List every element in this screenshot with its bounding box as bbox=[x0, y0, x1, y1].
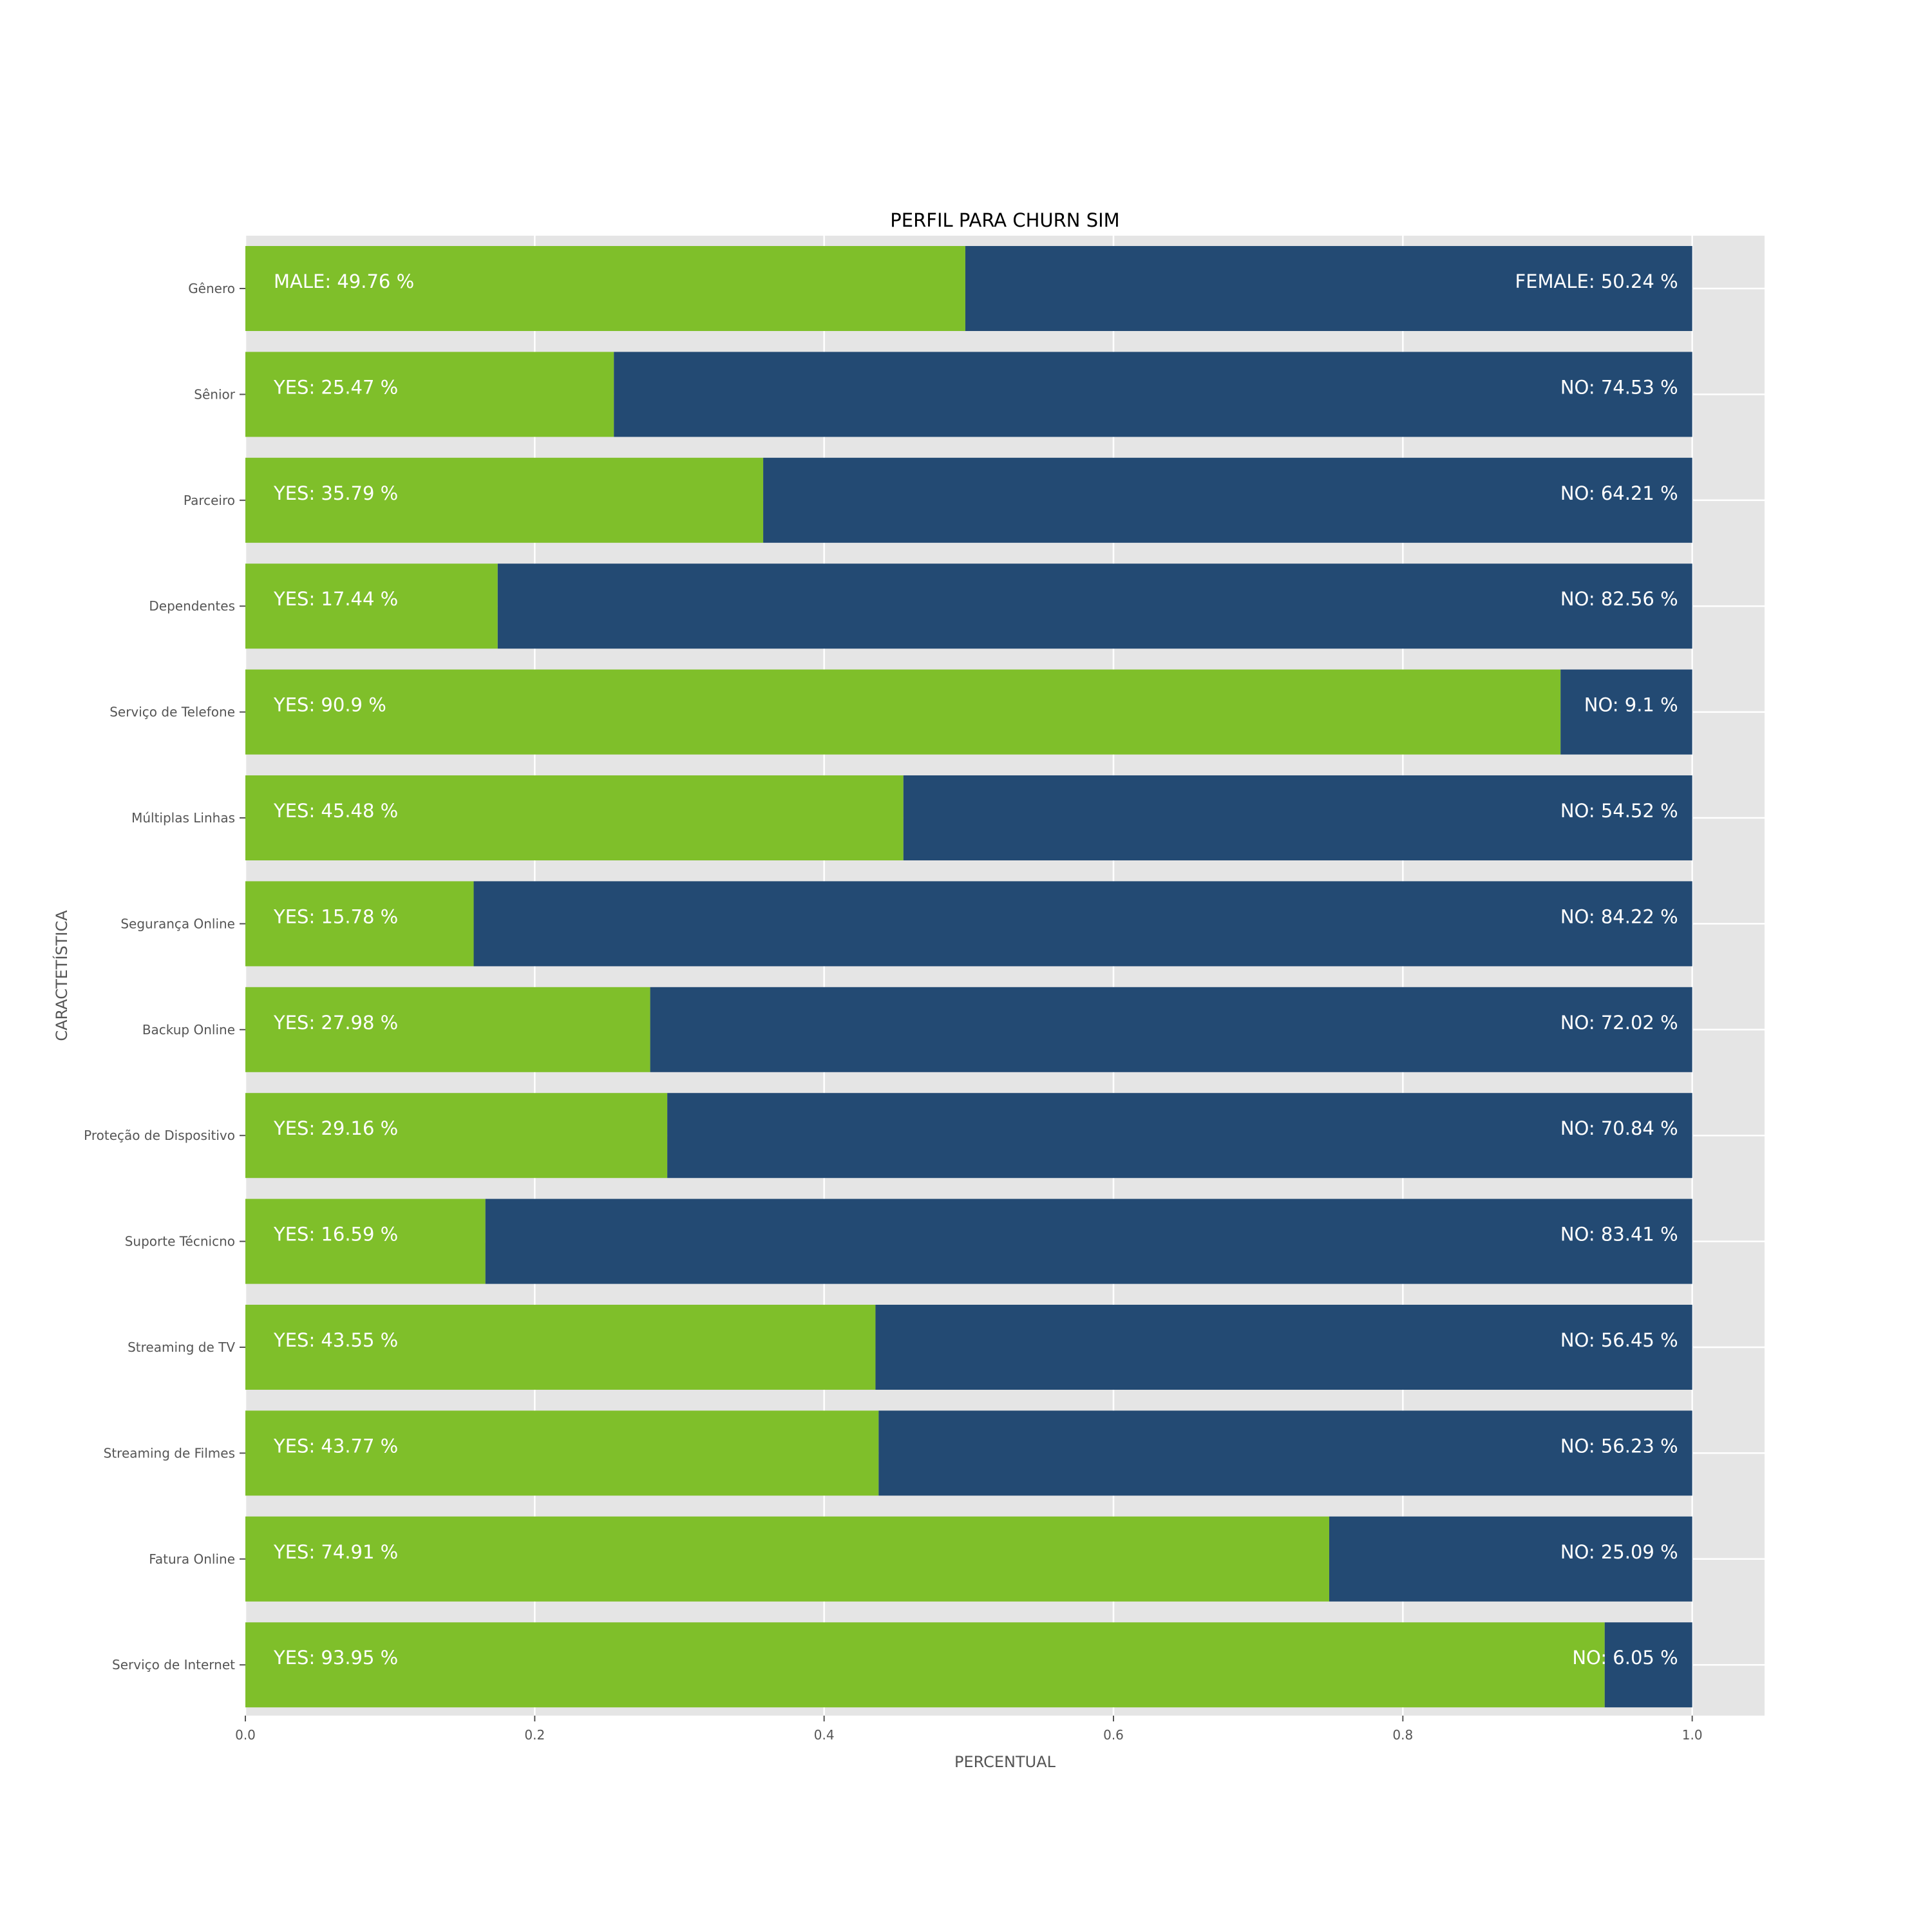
bar-label-left: YES: 29.16 % bbox=[273, 1117, 398, 1139]
y-tick-label: Streaming de Filmes bbox=[104, 1445, 235, 1461]
bar-label-right: NO: 70.84 % bbox=[1560, 1117, 1678, 1139]
bar-label-right: FEMALE: 50.24 % bbox=[1515, 270, 1678, 292]
bar-segment-left bbox=[245, 775, 904, 860]
bar-segment-left bbox=[245, 457, 764, 543]
bar-segment-right bbox=[485, 1198, 1692, 1284]
bar-segment-left bbox=[245, 1622, 1605, 1708]
bar-label-right: NO: 64.21 % bbox=[1560, 482, 1678, 504]
bar-segment-left bbox=[245, 881, 474, 967]
chart-title: PERFIL PARA CHURN SIM bbox=[890, 209, 1119, 231]
y-tick-label: Suporte Técnicno bbox=[125, 1234, 235, 1249]
bar-segment-left bbox=[245, 246, 965, 331]
y-tick-label: Serviço de Telefone bbox=[109, 705, 235, 720]
bar-segment-left bbox=[245, 564, 498, 649]
y-tick-label: Gênero bbox=[188, 281, 235, 296]
bar-label-left: YES: 27.98 % bbox=[273, 1012, 398, 1034]
bar-segment-right bbox=[875, 1305, 1692, 1390]
bar-label-left: YES: 90.9 % bbox=[273, 694, 386, 716]
bar-label-left: MALE: 49.76 % bbox=[274, 270, 414, 292]
y-axis-label: CARACTETÍSTICA bbox=[52, 910, 71, 1041]
bar-label-right: NO: 54.52 % bbox=[1560, 800, 1678, 822]
bar-segment-left bbox=[245, 1516, 1329, 1602]
bar-label-right: NO: 74.53 % bbox=[1560, 376, 1678, 398]
bar-label-left: YES: 43.77 % bbox=[273, 1435, 398, 1457]
bar-segment-right bbox=[965, 246, 1692, 331]
bar-segment-left bbox=[245, 669, 1561, 755]
bar-segment-right bbox=[497, 564, 1692, 649]
bar-segment-left bbox=[245, 352, 614, 437]
bar-label-right: NO: 56.45 % bbox=[1560, 1329, 1678, 1351]
bar-segment-right bbox=[473, 881, 1692, 967]
bar-label-right: NO: 9.1 % bbox=[1584, 694, 1678, 716]
y-tick-label: Sênior bbox=[194, 386, 235, 402]
bar-label-left: YES: 17.44 % bbox=[273, 588, 398, 610]
bar-label-right: NO: 82.56 % bbox=[1560, 588, 1678, 610]
bar-label-left: YES: 25.47 % bbox=[273, 376, 398, 398]
x-axis-label: PERCENTUAL bbox=[954, 1753, 1056, 1771]
x-tick-label: 0.4 bbox=[814, 1727, 835, 1743]
y-tick-label: Proteção de Dispositivo bbox=[84, 1128, 235, 1143]
bar-label-right: NO: 6.05 % bbox=[1572, 1647, 1678, 1669]
bar-label-left: YES: 93.95 % bbox=[273, 1647, 398, 1669]
y-tick-label: Serviço de Internet bbox=[112, 1657, 235, 1672]
y-tick-label: Parceiro bbox=[184, 493, 235, 508]
bar-segment-left bbox=[245, 1410, 879, 1496]
bar-segment-right bbox=[614, 352, 1692, 437]
x-tick-label: 1.0 bbox=[1682, 1727, 1703, 1743]
bars bbox=[245, 246, 1692, 1708]
y-tick-label: Dependentes bbox=[149, 598, 235, 614]
bar-segment-left bbox=[245, 1198, 486, 1284]
bar-segment-left bbox=[245, 987, 650, 1072]
bar-segment-right bbox=[1604, 1622, 1692, 1708]
y-tick-label: Múltiplas Linhas bbox=[131, 810, 235, 826]
bar-segment-right bbox=[878, 1410, 1692, 1496]
bar-segment-right bbox=[903, 775, 1692, 860]
bar-label-left: YES: 16.59 % bbox=[273, 1224, 398, 1245]
y-tick-label: Streaming de TV bbox=[128, 1340, 235, 1355]
bar-segment-right bbox=[650, 987, 1692, 1072]
bar-label-right: NO: 84.22 % bbox=[1560, 905, 1678, 927]
bar-segment-right bbox=[1329, 1516, 1692, 1602]
bar-label-right: NO: 56.23 % bbox=[1560, 1435, 1678, 1457]
bar-label-right: NO: 25.09 % bbox=[1560, 1541, 1678, 1563]
y-axis-ticks: Gênero Sênior Parceiro Dependentes Serviço d… bbox=[84, 281, 245, 1672]
bar-label-right: NO: 83.41 % bbox=[1560, 1224, 1678, 1245]
bar-segment-right bbox=[763, 457, 1692, 543]
x-tick-label: 0.0 bbox=[235, 1727, 256, 1743]
bar-label-left: YES: 43.55 % bbox=[273, 1329, 398, 1351]
x-tick-label: 0.2 bbox=[524, 1727, 545, 1743]
bar-segment-right bbox=[667, 1093, 1692, 1179]
bar-label-left: YES: 35.79 % bbox=[273, 482, 398, 504]
y-tick-label: Segurança Online bbox=[120, 916, 235, 931]
x-axis-ticks: 0.0 0.2 0.4 0.6 0.8 1.0 bbox=[235, 1716, 1703, 1743]
bar-label-left: YES: 45.48 % bbox=[273, 800, 398, 822]
bar-label-right: NO: 72.02 % bbox=[1560, 1012, 1678, 1034]
bar-label-left: YES: 15.78 % bbox=[273, 905, 398, 927]
x-tick-label: 0.6 bbox=[1103, 1727, 1124, 1743]
bar-segment-right bbox=[1560, 669, 1692, 755]
bar-segment-left bbox=[245, 1093, 668, 1179]
x-tick-label: 0.8 bbox=[1392, 1727, 1413, 1743]
y-tick-label: Fatura Online bbox=[149, 1551, 235, 1567]
y-tick-label: Backup Online bbox=[142, 1022, 235, 1037]
bar-label-left: YES: 74.91 % bbox=[273, 1541, 398, 1563]
bar-segment-left bbox=[245, 1305, 876, 1390]
bar-labels: MALE: 49.76 % FEMALE: 50.24 % YES: 25.47 %… bbox=[273, 270, 1678, 1669]
